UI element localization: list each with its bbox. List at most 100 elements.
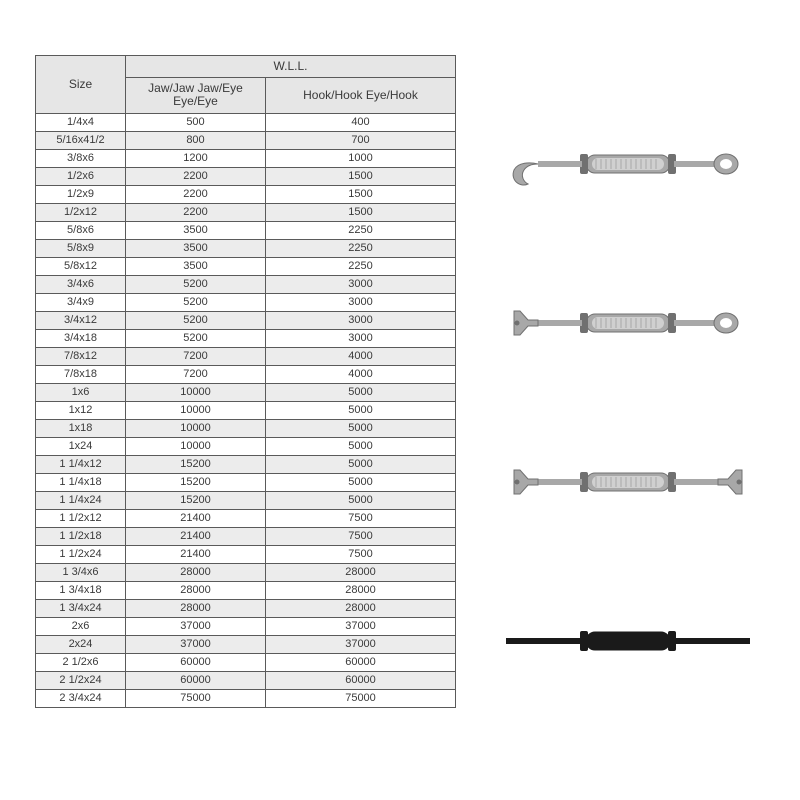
table-row: 5/8x1235002250 <box>36 257 456 275</box>
cell-wll-2: 5000 <box>266 419 456 437</box>
cell-size: 5/8x9 <box>36 239 126 257</box>
cell-size: 1x18 <box>36 419 126 437</box>
cell-wll-1: 3500 <box>126 239 266 257</box>
cell-wll-1: 3500 <box>126 221 266 239</box>
cell-wll-2: 2250 <box>266 257 456 275</box>
table-row: 3/4x952003000 <box>36 293 456 311</box>
header-wll: W.L.L. <box>126 56 456 78</box>
table-row: 1x24100005000 <box>36 437 456 455</box>
cell-wll-2: 3000 <box>266 275 456 293</box>
table-row: 1 1/4x24152005000 <box>36 491 456 509</box>
cell-size: 1 1/2x18 <box>36 527 126 545</box>
table-row: 2 3/4x247500075000 <box>36 689 456 707</box>
cell-wll-1: 28000 <box>126 581 266 599</box>
spec-table-container: Size W.L.L. Jaw/Jaw Jaw/Eye Eye/Eye Hook… <box>35 55 456 780</box>
table-row: 7/8x1272004000 <box>36 347 456 365</box>
table-row: 1 1/2x24214007500 <box>36 545 456 563</box>
table-row: 1x6100005000 <box>36 383 456 401</box>
table-row: 2 1/2x246000060000 <box>36 671 456 689</box>
cell-size: 3/4x12 <box>36 311 126 329</box>
turnbuckle-hook-eye-icon <box>498 129 758 199</box>
table-row: 7/8x1872004000 <box>36 365 456 383</box>
cell-wll-2: 7500 <box>266 527 456 545</box>
table-row: 1x18100005000 <box>36 419 456 437</box>
cell-size: 1/2x6 <box>36 167 126 185</box>
cell-wll-1: 10000 <box>126 401 266 419</box>
cell-wll-2: 5000 <box>266 455 456 473</box>
cell-size: 2 1/2x24 <box>36 671 126 689</box>
cell-size: 5/8x12 <box>36 257 126 275</box>
product-illustrations <box>456 55 780 780</box>
cell-wll-2: 5000 <box>266 437 456 455</box>
cell-wll-1: 500 <box>126 113 266 131</box>
cell-size: 1 1/2x24 <box>36 545 126 563</box>
cell-size: 1/4x4 <box>36 113 126 131</box>
table-row: 2 1/2x66000060000 <box>36 653 456 671</box>
cell-wll-1: 10000 <box>126 419 266 437</box>
turnbuckle-jaw-eye-icon <box>498 288 758 358</box>
cell-wll-1: 60000 <box>126 671 266 689</box>
table-row: 5/8x935002250 <box>36 239 456 257</box>
cell-wll-1: 800 <box>126 131 266 149</box>
cell-size: 3/4x9 <box>36 293 126 311</box>
cell-wll-2: 37000 <box>266 635 456 653</box>
cell-size: 3/4x18 <box>36 329 126 347</box>
cell-wll-1: 21400 <box>126 509 266 527</box>
cell-wll-1: 7200 <box>126 347 266 365</box>
spec-table-body: 1/4x45004005/16x41/28007003/8x6120010001… <box>36 113 456 707</box>
cell-wll-1: 10000 <box>126 437 266 455</box>
cell-wll-2: 3000 <box>266 311 456 329</box>
cell-wll-1: 5200 <box>126 293 266 311</box>
table-row: 1 1/4x18152005000 <box>36 473 456 491</box>
cell-wll-1: 2200 <box>126 167 266 185</box>
cell-size: 1 1/4x24 <box>36 491 126 509</box>
cell-size: 1/2x12 <box>36 203 126 221</box>
table-row: 1 3/4x182800028000 <box>36 581 456 599</box>
cell-wll-1: 28000 <box>126 599 266 617</box>
table-row: 1x12100005000 <box>36 401 456 419</box>
cell-wll-1: 5200 <box>126 329 266 347</box>
table-row: 5/16x41/2800700 <box>36 131 456 149</box>
cell-wll-2: 7500 <box>266 545 456 563</box>
table-row: 1 1/4x12152005000 <box>36 455 456 473</box>
table-row: 2x243700037000 <box>36 635 456 653</box>
table-row: 1 3/4x242800028000 <box>36 599 456 617</box>
cell-size: 7/8x12 <box>36 347 126 365</box>
cell-wll-1: 15200 <box>126 473 266 491</box>
table-row: 1 1/2x12214007500 <box>36 509 456 527</box>
cell-size: 1 1/2x12 <box>36 509 126 527</box>
cell-wll-2: 5000 <box>266 401 456 419</box>
cell-wll-2: 3000 <box>266 293 456 311</box>
cell-wll-1: 21400 <box>126 527 266 545</box>
cell-wll-2: 4000 <box>266 347 456 365</box>
cell-wll-1: 15200 <box>126 491 266 509</box>
cell-size: 1x12 <box>36 401 126 419</box>
cell-size: 1 3/4x24 <box>36 599 126 617</box>
cell-size: 3/4x6 <box>36 275 126 293</box>
cell-wll-2: 75000 <box>266 689 456 707</box>
cell-wll-1: 5200 <box>126 311 266 329</box>
header-col1: Jaw/Jaw Jaw/Eye Eye/Eye <box>126 78 266 113</box>
turnbuckle-stub-stub-icon <box>498 606 758 676</box>
cell-wll-1: 7200 <box>126 365 266 383</box>
cell-wll-1: 5200 <box>126 275 266 293</box>
cell-size: 7/8x18 <box>36 365 126 383</box>
cell-wll-1: 37000 <box>126 635 266 653</box>
cell-wll-2: 7500 <box>266 509 456 527</box>
cell-size: 1 3/4x18 <box>36 581 126 599</box>
cell-size: 2x6 <box>36 617 126 635</box>
cell-wll-2: 400 <box>266 113 456 131</box>
cell-wll-1: 28000 <box>126 563 266 581</box>
cell-wll-1: 21400 <box>126 545 266 563</box>
cell-wll-2: 5000 <box>266 473 456 491</box>
table-row: 2x63700037000 <box>36 617 456 635</box>
cell-size: 5/8x6 <box>36 221 126 239</box>
header-col2: Hook/Hook Eye/Hook <box>266 78 456 113</box>
cell-wll-2: 28000 <box>266 563 456 581</box>
cell-wll-2: 1500 <box>266 167 456 185</box>
cell-wll-1: 1200 <box>126 149 266 167</box>
cell-wll-2: 2250 <box>266 221 456 239</box>
cell-wll-2: 37000 <box>266 617 456 635</box>
cell-wll-2: 28000 <box>266 599 456 617</box>
cell-wll-2: 5000 <box>266 491 456 509</box>
